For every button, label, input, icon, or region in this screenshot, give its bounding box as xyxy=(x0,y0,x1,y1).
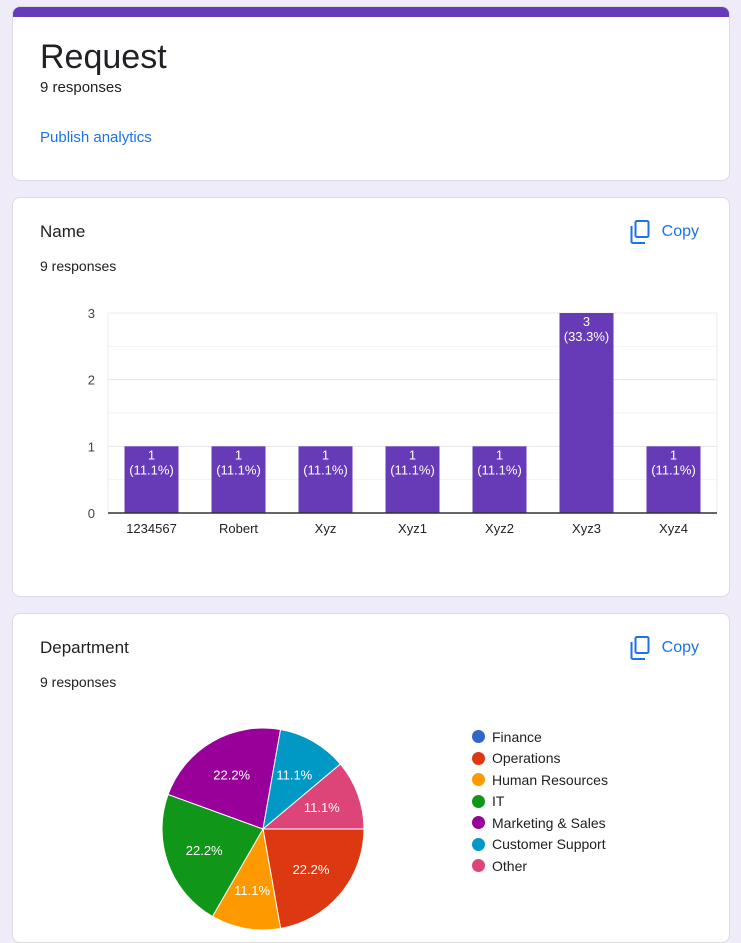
bar-value-label: 1 xyxy=(148,447,155,462)
copy-chart-button[interactable]: Copy xyxy=(630,218,699,246)
bar-percent-label: (11.1%) xyxy=(477,462,522,477)
x-tick-label: Xyz xyxy=(315,521,337,536)
legend-item[interactable]: Operations xyxy=(472,748,608,770)
bar-percent-label: (33.3%) xyxy=(564,329,610,344)
bar[interactable] xyxy=(298,446,353,513)
pie-slice[interactable] xyxy=(211,827,282,931)
question-card-name: Name Copy 9 responses 0 1 2 3 1 (11.1%) 123456… xyxy=(12,197,730,597)
y-tick-label: 1 xyxy=(88,439,95,454)
bar[interactable] xyxy=(385,446,440,513)
bar[interactable] xyxy=(211,446,266,513)
legend-swatch xyxy=(472,773,485,787)
legend-item[interactable]: Marketing & Sales xyxy=(472,812,608,834)
header-accent-bar xyxy=(13,7,729,17)
question-card-department: Department Copy 9 responses 22.2% 11.1% 22… xyxy=(12,613,730,943)
publish-analytics-link[interactable]: Publish analytics xyxy=(40,129,152,146)
x-tick-label: Xyz1 xyxy=(398,521,427,536)
bar[interactable] xyxy=(124,446,179,513)
y-tick-label: 0 xyxy=(88,506,95,521)
copy-label: Copy xyxy=(661,639,699,656)
x-tick-label: Xyz4 xyxy=(659,521,688,536)
form-title: Request xyxy=(40,38,167,76)
question-responses: 9 responses xyxy=(40,674,117,690)
pie-slice[interactable] xyxy=(262,728,342,831)
legend-label: Other xyxy=(492,857,528,874)
legend-label: Operations xyxy=(492,750,561,767)
pie-chart: 22.2% 11.1% 22.2% 22.2% 11.1% 11.1% xyxy=(161,727,365,931)
legend-label: Finance xyxy=(492,728,542,745)
pie-slice[interactable] xyxy=(262,828,365,930)
form-header-card: Request 9 responses Publish analytics xyxy=(12,6,730,181)
pie-slice-label: 11.1% xyxy=(276,767,312,782)
x-tick-label: Robert xyxy=(219,521,258,536)
legend-swatch xyxy=(472,751,485,765)
legend-label: Human Resources xyxy=(492,771,608,788)
legend-swatch xyxy=(472,837,485,851)
total-responses: 9 responses xyxy=(40,79,122,96)
bar-value-label: 1 xyxy=(409,447,416,462)
legend-label: IT xyxy=(492,793,505,810)
bar-percent-label: (11.1%) xyxy=(651,462,696,477)
legend-label: Customer Support xyxy=(492,836,606,853)
x-tick-label: Xyz3 xyxy=(572,521,601,536)
bar-percent-label: (11.1%) xyxy=(303,462,348,477)
pie-legend: Finance Operations Human Resources IT Market… xyxy=(472,726,608,877)
legend-swatch xyxy=(472,730,485,744)
pie-slice-label: 11.1% xyxy=(234,883,270,898)
legend-item[interactable]: IT xyxy=(472,791,608,813)
pie-slice[interactable] xyxy=(161,793,264,918)
y-tick-label: 3 xyxy=(88,306,95,321)
bar-percent-label: (11.1%) xyxy=(390,462,435,477)
pie-slice[interactable] xyxy=(167,727,282,830)
x-tick-label: 1234567 xyxy=(126,521,177,536)
pie-slice-label: 22.2% xyxy=(293,862,330,877)
legend-item[interactable]: Other xyxy=(472,855,608,877)
legend-item[interactable]: Human Resources xyxy=(472,769,608,791)
copy-icon xyxy=(630,636,650,660)
legend-label: Marketing & Sales xyxy=(492,814,606,831)
legend-swatch xyxy=(472,816,485,830)
copy-chart-button[interactable]: Copy xyxy=(630,634,699,662)
legend-swatch xyxy=(472,859,485,873)
bar-chart: 01231(11.1%)12345671(11.1%)Robert1(11.1%… xyxy=(88,306,718,536)
legend-swatch xyxy=(472,794,485,808)
question-responses: 9 responses xyxy=(40,258,117,274)
bar[interactable] xyxy=(559,313,614,513)
question-title: Name xyxy=(40,222,86,241)
legend-item[interactable]: Customer Support xyxy=(472,834,608,856)
bar-percent-label: (11.1%) xyxy=(216,462,261,477)
y-tick-label: 2 xyxy=(88,373,95,388)
bar-value-label: 1 xyxy=(235,447,242,462)
pie-slice-label: 22.2% xyxy=(186,843,223,858)
bar[interactable] xyxy=(472,446,527,513)
question-title: Department xyxy=(40,638,129,657)
x-tick-label: Xyz2 xyxy=(485,521,514,536)
bar-value-label: 1 xyxy=(322,447,329,462)
pie-slice[interactable] xyxy=(261,763,365,830)
legend-item[interactable]: Finance xyxy=(472,726,608,748)
copy-icon xyxy=(630,220,650,244)
pie-slice-label: 11.1% xyxy=(304,800,340,815)
copy-label: Copy xyxy=(661,223,699,240)
bar-value-label: 1 xyxy=(670,447,677,462)
bar-percent-label: (11.1%) xyxy=(129,462,174,477)
bar-value-label: 3 xyxy=(583,314,590,329)
bar-value-label: 1 xyxy=(496,447,503,462)
pie-slice-label: 22.2% xyxy=(213,767,250,782)
bar[interactable] xyxy=(646,446,701,513)
